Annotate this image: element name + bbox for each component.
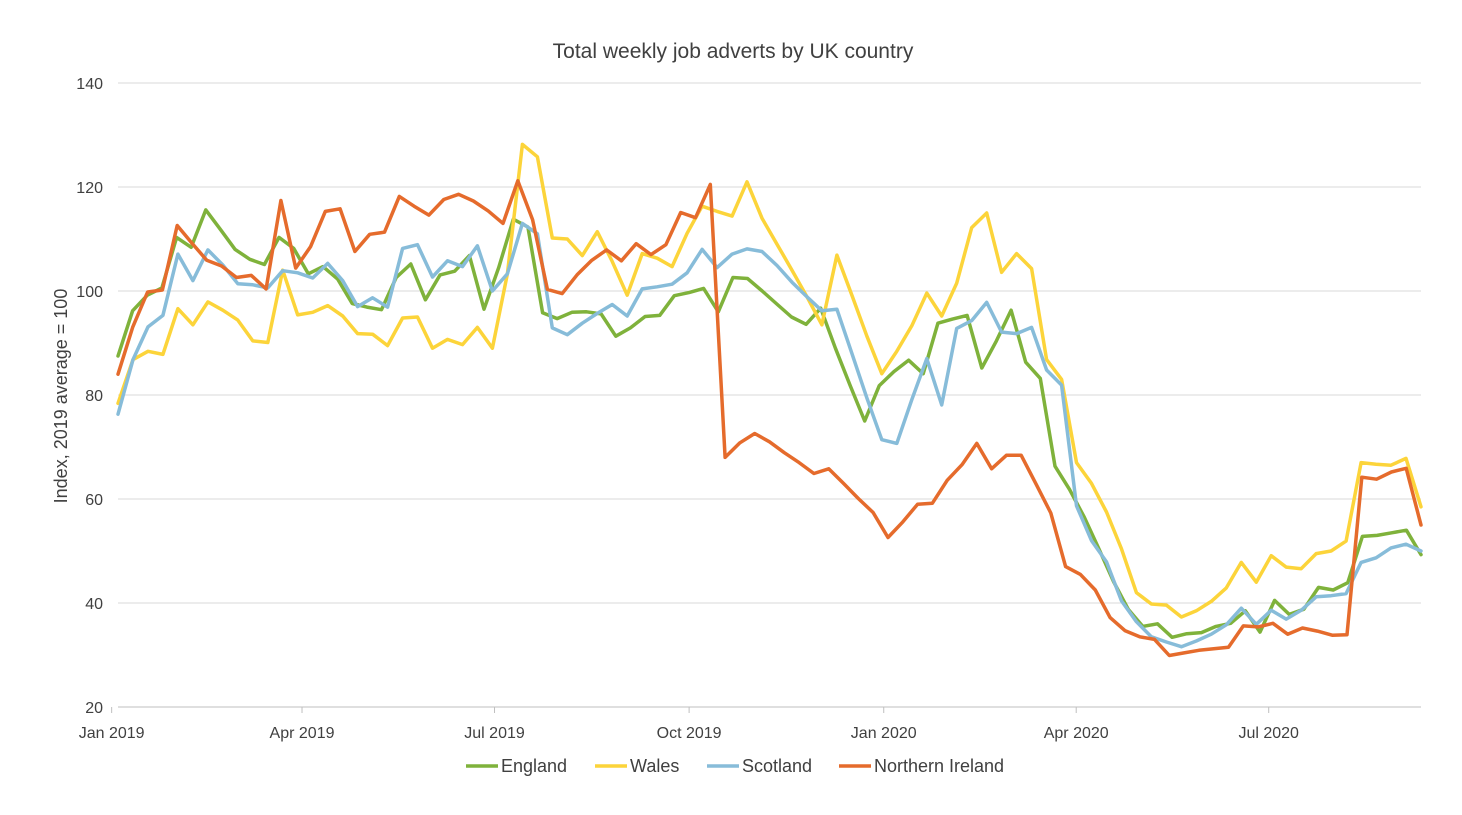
y-tick-label: 120: [76, 180, 103, 197]
y-tick-label: 60: [85, 492, 103, 509]
legend: England Wales Scotland Northern Ireland: [466, 756, 1004, 776]
x-tick-label: Jul 2019: [464, 725, 525, 742]
x-tick-label: Oct 2019: [657, 725, 722, 742]
legend-label: Northern Ireland: [874, 756, 1004, 776]
y-tick-label: 100: [76, 284, 103, 301]
chart-title: Total weekly job adverts by UK country: [553, 40, 914, 63]
y-axis-ticks: 20 40 60 80 100 120 140: [76, 76, 103, 717]
y-tick-label: 40: [85, 596, 103, 613]
x-tick-label: Jan 2020: [851, 725, 917, 742]
x-tick-label: Apr 2019: [270, 725, 335, 742]
y-tick-label: 80: [85, 388, 103, 405]
y-tick-label: 20: [85, 700, 103, 717]
legend-label: England: [501, 756, 567, 776]
x-axis-ticks: Jan 2019 Apr 2019 Jul 2019 Oct 2019 Jan 2020…: [79, 707, 1299, 742]
legend-label: Scotland: [742, 756, 812, 776]
series-lines: [116, 142, 1423, 658]
series-line-wales: [116, 142, 1423, 619]
series-line-england: [116, 208, 1423, 640]
y-axis-title: Index, 2019 average = 100: [51, 289, 71, 504]
gridlines: [118, 82, 1421, 604]
x-tick-label: Jul 2020: [1238, 725, 1299, 742]
legend-label: Wales: [630, 756, 679, 776]
y-tick-label: 140: [76, 76, 103, 93]
x-tick-label: Apr 2020: [1044, 725, 1109, 742]
series-line-northern-ireland: [116, 179, 1423, 658]
series-line-scotland: [116, 221, 1423, 649]
x-tick-label: Jan 2019: [79, 725, 145, 742]
